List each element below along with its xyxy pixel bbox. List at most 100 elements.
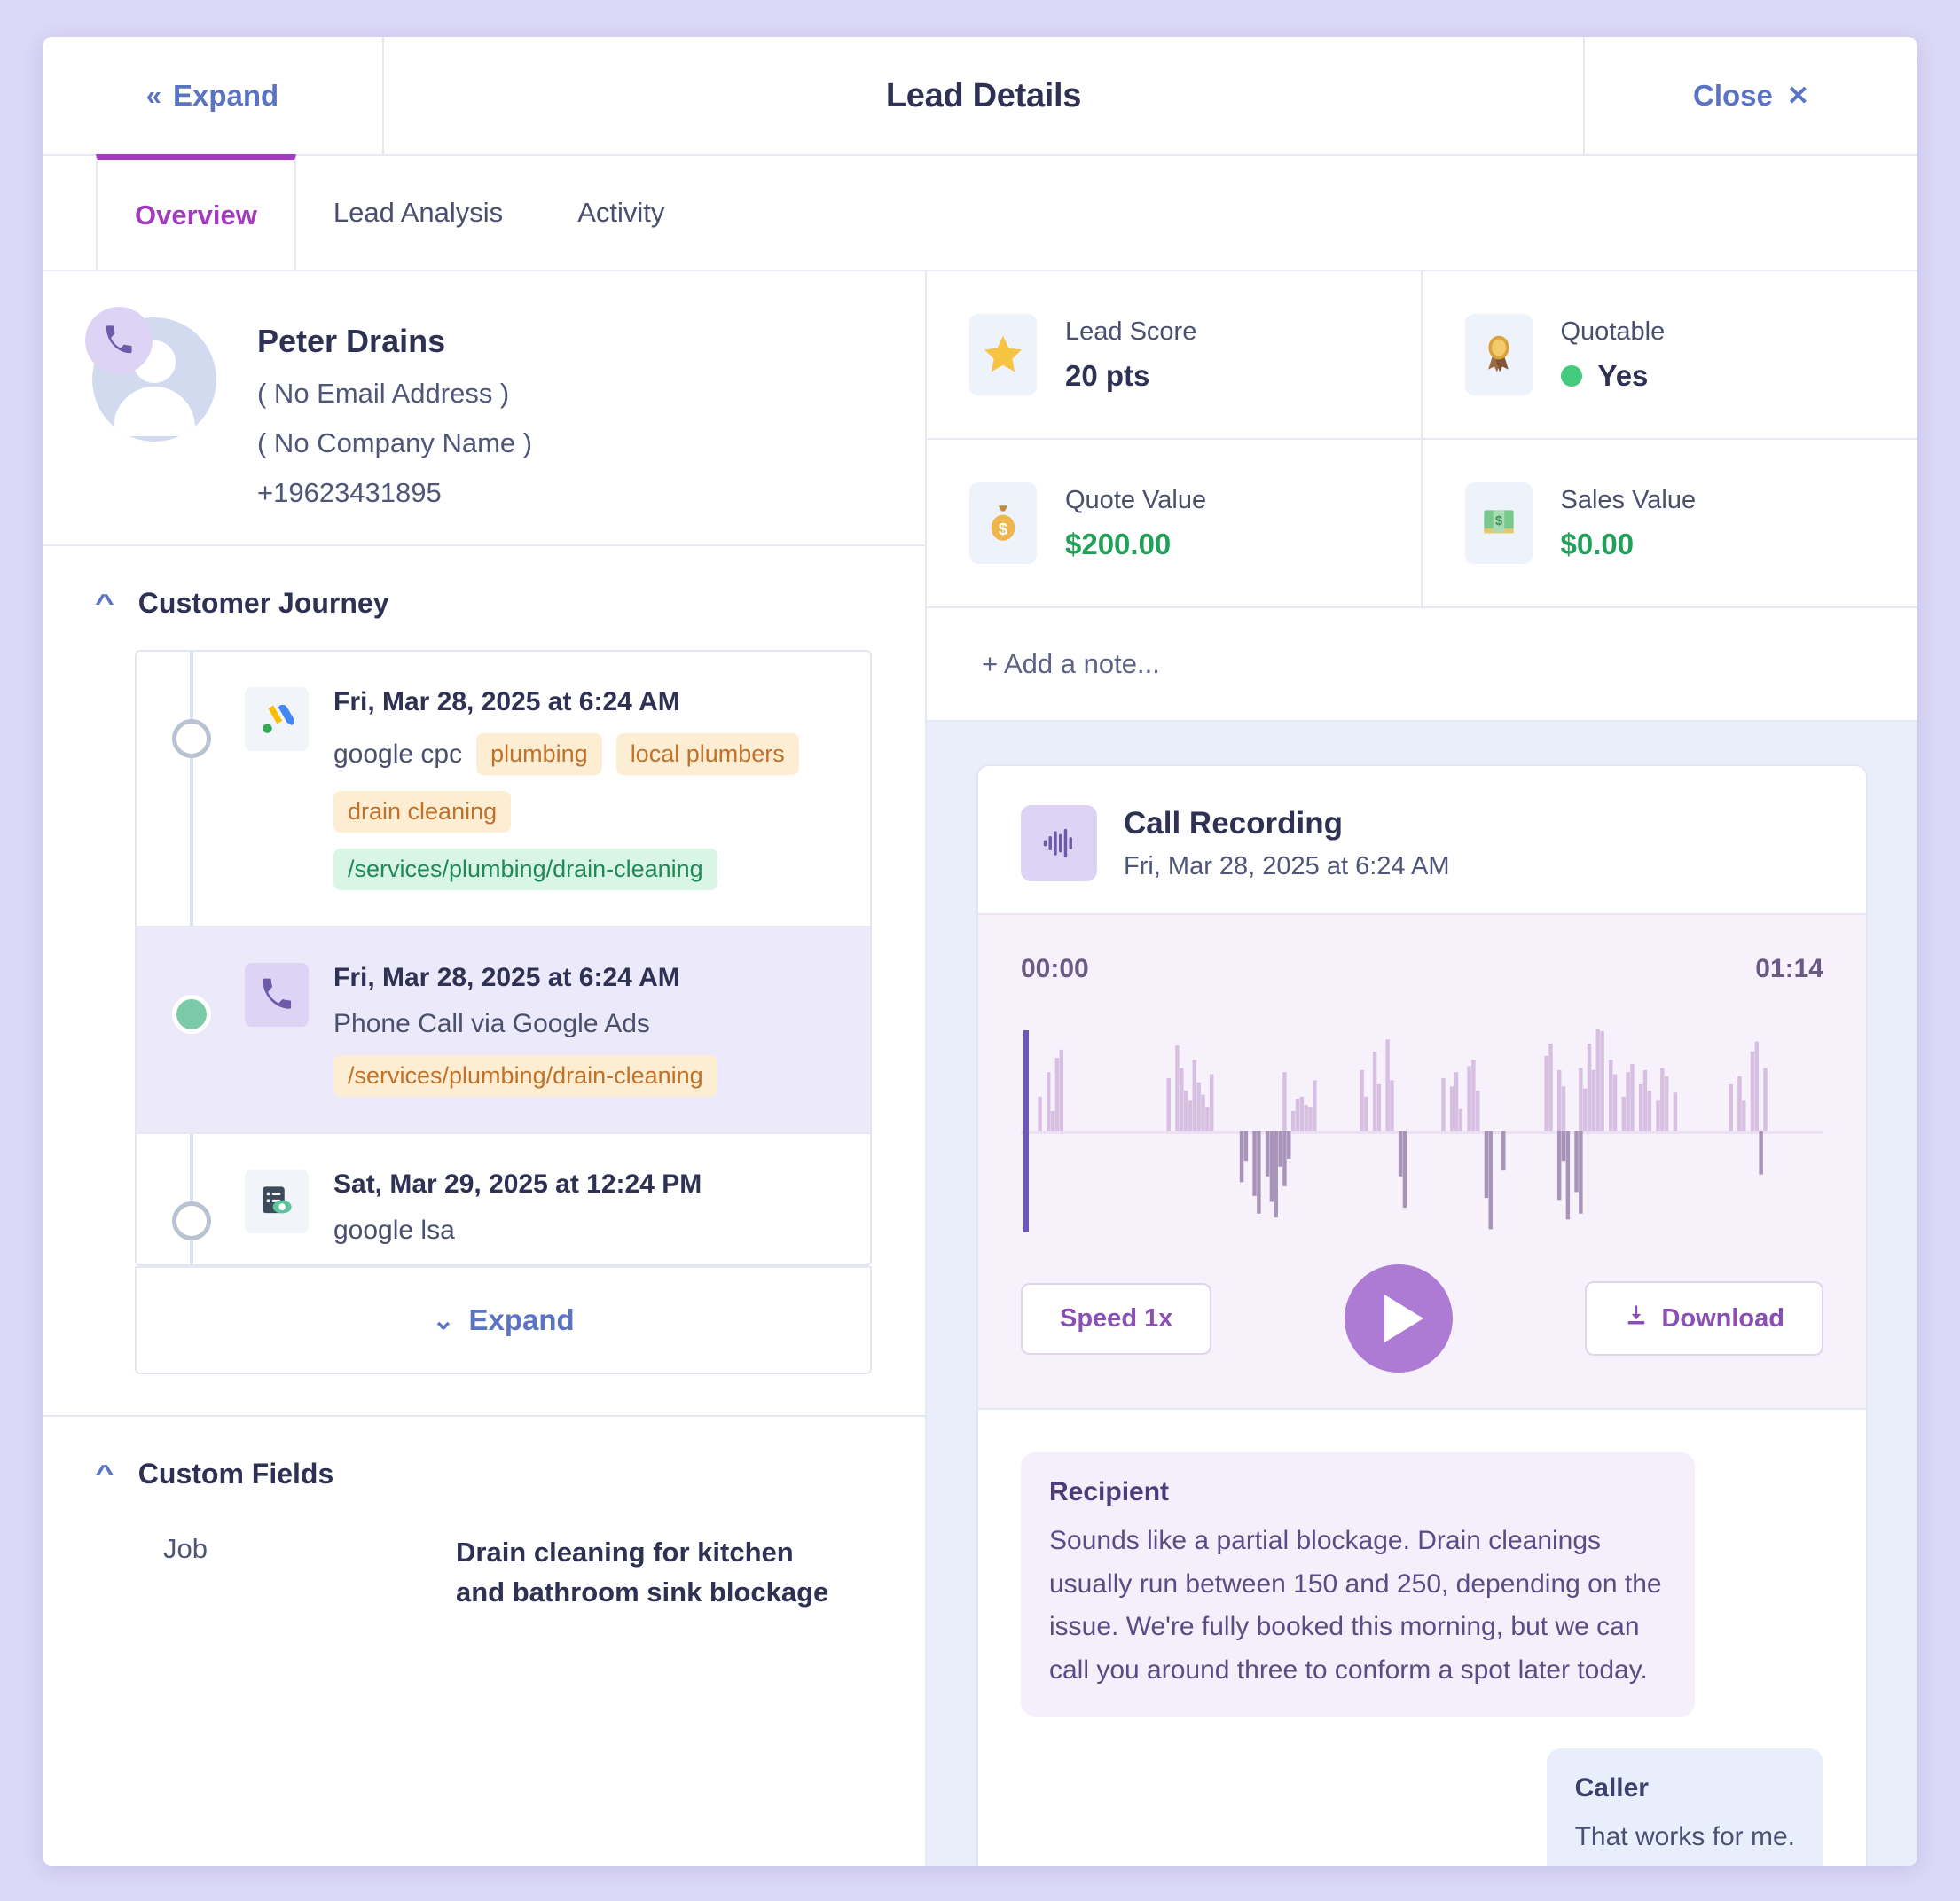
journey-expand-button[interactable]: ⌄ Expand	[137, 1266, 870, 1373]
call-transcript: Recipient Sounds like a partial blockage…	[978, 1410, 1866, 1866]
landing-path-chip: /services/plumbing/drain-cleaning	[333, 1055, 717, 1097]
custom-fields-header[interactable]: ^ Custom Fields	[43, 1417, 925, 1521]
time-duration: 01:14	[1755, 954, 1823, 983]
stat-label: Quotable	[1560, 317, 1666, 346]
stat-quotable: Quotable Yes	[1422, 271, 1917, 440]
timeline-dot-cell	[137, 1170, 245, 1246]
lead-profile: Peter Drains ( No Email Address ) ( No C…	[43, 271, 925, 546]
path-chip-row: /services/plumbing/drain-cleaning	[333, 1055, 843, 1097]
custom-fields-section: ^ Custom Fields Job Drain cleaning for k…	[43, 1415, 925, 1613]
customer-journey-section: ^ Customer Journey Fri, Mar	[43, 546, 925, 1374]
timeline-content: Fri, Mar 28, 2025 at 6:24 AM google cpc …	[333, 687, 870, 890]
star-icon	[969, 314, 1037, 395]
speed-label: Speed 1x	[1060, 1303, 1173, 1333]
speed-button[interactable]: Speed 1x	[1021, 1282, 1212, 1355]
lead-email: ( No Email Address )	[257, 378, 510, 409]
expand-journey-label: Expand	[468, 1303, 575, 1336]
tab-bar: Overview Lead Analysis Activity	[43, 154, 1917, 271]
money-stack-icon: $	[1464, 482, 1533, 564]
lead-details-modal: « Expand Lead Details Close ✕ Overview L…	[43, 37, 1917, 1866]
timeline-row[interactable]: Fri, Mar 28, 2025 at 6:24 AM Phone Call …	[137, 927, 870, 1134]
user-avatar-icon	[92, 317, 216, 442]
keyword-chip: local plumbers	[615, 733, 799, 775]
download-icon	[1624, 1303, 1649, 1334]
stat-value: $200.00	[1065, 528, 1172, 560]
call-recording-date: Fri, Mar 28, 2025 at 6:24 AM	[1124, 851, 1450, 880]
timeline-date: Fri, Mar 28, 2025 at 6:24 AM	[333, 687, 680, 716]
add-note-input[interactable]: + Add a note...	[927, 608, 1917, 722]
activity-panel: Call Recording Fri, Mar 28, 2025 at 6:24…	[927, 722, 1917, 1866]
playhead-cursor[interactable]	[1023, 1030, 1029, 1232]
customer-journey-title: Customer Journey	[137, 587, 389, 619]
expand-journey-button[interactable]: ⌄ Expand	[432, 1303, 574, 1337]
timeline-dot-cell	[137, 687, 245, 890]
avatar	[85, 307, 225, 509]
close-icon: ✕	[1786, 81, 1809, 111]
expand-panel-button[interactable]: « Expand	[146, 79, 278, 113]
stat-label: Quote Value	[1065, 486, 1207, 514]
timeline-dot-cell	[137, 963, 245, 1097]
lead-name: Peter Drains	[257, 323, 446, 359]
timeline-row[interactable]: Sat, Mar 29, 2025 at 12:24 PM google lsa	[137, 1134, 870, 1264]
stat-quote-value: $ Quote Value $200.00	[927, 440, 1423, 606]
timeline-date: Fri, Mar 28, 2025 at 6:24 AM	[333, 963, 680, 992]
google-ads-icon	[245, 687, 309, 751]
customer-journey-header[interactable]: ^ Customer Journey	[43, 546, 925, 650]
tab-overview[interactable]: Overview	[96, 154, 296, 270]
landing-path-chip: /services/plumbing/drain-cleaning	[333, 849, 717, 890]
player-controls: Speed 1x Download	[1021, 1264, 1823, 1373]
stat-value: 20 pts	[1065, 359, 1150, 392]
stat-cards: Lead Score 20 pts Quotable Yes	[927, 271, 1917, 608]
stat-sales-value: $ Sales Value $0.00	[1423, 440, 1918, 606]
expand-panel-label: Expand	[173, 79, 279, 112]
timeline-content: Fri, Mar 28, 2025 at 6:24 AM Phone Call …	[333, 963, 870, 1097]
lead-company: ( No Company Name )	[257, 427, 533, 458]
tab-activity[interactable]: Activity	[540, 156, 702, 270]
custom-field-value: Drain cleaning for kitchen and bathroom …	[456, 1537, 829, 1608]
audio-waveform-icon	[1021, 805, 1097, 881]
custom-field-row: Job Drain cleaning for kitchen and bathr…	[43, 1521, 925, 1613]
close-button[interactable]: Close ✕	[1693, 79, 1809, 113]
timeline-dot-filled	[172, 995, 211, 1034]
page-title: Lead Details	[885, 76, 1082, 114]
status-dot-icon	[1560, 365, 1582, 387]
transcript-message: Caller That works for me.	[1546, 1748, 1823, 1866]
timeline-dot-hollow	[172, 1201, 211, 1240]
custom-field-key: Job	[163, 1533, 208, 1564]
time-current: 00:00	[1021, 954, 1089, 983]
chevron-double-down-icon: ⌄	[432, 1305, 455, 1335]
medal-icon	[1464, 314, 1533, 395]
call-recording-title: Call Recording	[1124, 805, 1343, 841]
transcript-speaker: Caller	[1574, 1773, 1649, 1803]
waveform[interactable]	[1021, 1025, 1823, 1238]
close-cell: Close ✕	[1585, 37, 1917, 154]
download-button[interactable]: Download	[1585, 1281, 1823, 1356]
lead-phone: +19623431895	[257, 477, 442, 508]
transcript-speaker: Recipient	[1049, 1477, 1170, 1506]
chevron-up-icon[interactable]: ^	[94, 590, 114, 616]
phone-icon	[85, 307, 153, 374]
timeline-content: Sat, Mar 29, 2025 at 12:24 PM google lsa	[333, 1170, 870, 1246]
right-column: Lead Score 20 pts Quotable Yes	[927, 271, 1917, 1866]
call-recording-card: Call Recording Fri, Mar 28, 2025 at 6:24…	[976, 764, 1868, 1866]
close-label: Close	[1692, 79, 1773, 112]
keyword-chip: drain cleaning	[333, 791, 512, 833]
call-recording-header: Call Recording Fri, Mar 28, 2025 at 6:24…	[978, 766, 1866, 913]
tab-lead-analysis[interactable]: Lead Analysis	[295, 156, 541, 270]
add-note-placeholder: + Add a note...	[982, 648, 1160, 679]
chevron-up-icon[interactable]: ^	[94, 1460, 114, 1487]
waveform-axis	[1021, 1131, 1823, 1134]
transcript-text: That works for me.	[1574, 1822, 1795, 1852]
phone-icon	[245, 963, 309, 1027]
audio-player: 00:00 01:14 Speed 1x	[978, 913, 1866, 1410]
play-button[interactable]	[1344, 1264, 1453, 1373]
expand-panel-cell: « Expand	[43, 37, 384, 154]
timeline-date: Sat, Mar 29, 2025 at 12:24 PM	[333, 1170, 702, 1199]
custom-fields-title: Custom Fields	[137, 1458, 334, 1490]
timeline-row[interactable]: Fri, Mar 28, 2025 at 6:24 AM google cpc …	[137, 652, 870, 927]
stat-label: Lead Score	[1065, 317, 1197, 346]
timeline-source: google cpc	[333, 739, 463, 769]
waveform-bars	[1038, 1029, 1768, 1230]
download-label: Download	[1661, 1303, 1784, 1333]
timeline-source-row: google cpc plumbing local plumbers	[333, 733, 843, 775]
